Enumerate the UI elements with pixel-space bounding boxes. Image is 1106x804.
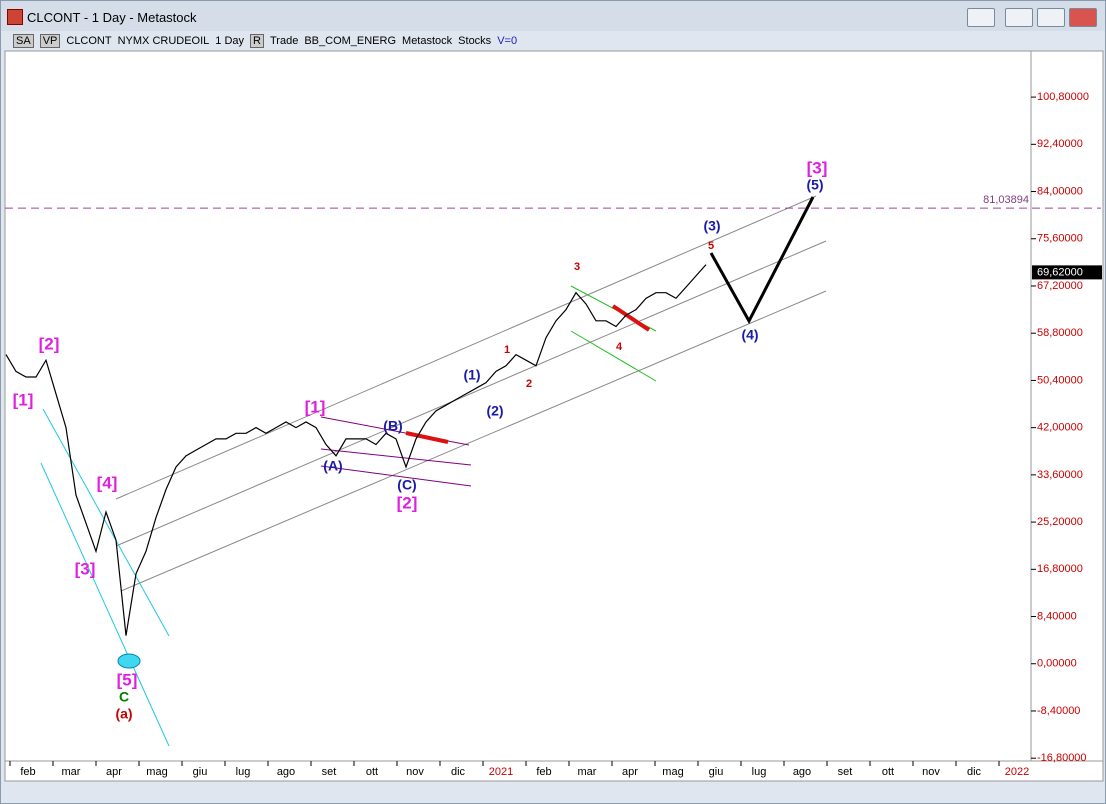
- y-tick-label: 25,20000: [1037, 516, 1083, 528]
- wave-label: 5: [708, 240, 714, 252]
- x-tick-label: set: [838, 766, 853, 778]
- toolbar: SA VP CLCONT NYMX CRUDEOIL 1 Day R Trade BB_COM…: [13, 33, 517, 49]
- price-line: [5, 264, 707, 636]
- x-tick-label: apr: [622, 766, 638, 778]
- toolbar-item[interactable]: 1 Day: [215, 35, 245, 47]
- x-tick-label: feb: [20, 766, 35, 778]
- wave-label: 3: [574, 261, 580, 273]
- x-tick-label: ott: [366, 766, 378, 778]
- wave-label: [3]: [75, 559, 96, 578]
- y-tick-label: 50,40000: [1037, 374, 1083, 386]
- x-tick-label: feb: [536, 766, 551, 778]
- wave-label: [3]: [807, 158, 828, 177]
- x-tick-label: mag: [146, 766, 167, 778]
- wave-label: [2]: [39, 334, 60, 353]
- toolbar-item[interactable]: Metastock: [402, 35, 453, 47]
- wave-label: (A): [323, 458, 342, 474]
- plot-area: [4, 50, 1032, 762]
- toolbar-item[interactable]: VP: [39, 34, 61, 48]
- x-tick-label: ago: [793, 766, 811, 778]
- y-tick-label: -16,80000: [1037, 752, 1087, 764]
- last-price-box: [1032, 265, 1102, 280]
- wave-label: (5): [806, 177, 823, 193]
- toolbar-item[interactable]: R: [250, 34, 264, 48]
- x-tick-label: mar: [578, 766, 597, 778]
- wave-label: [1]: [305, 397, 326, 416]
- x-tick-label: dic: [967, 766, 982, 778]
- wave-label: [4]: [97, 473, 118, 492]
- y-axis-area: [1030, 50, 1104, 762]
- x-tick-label: 2022: [1005, 766, 1029, 778]
- y-tick-label: 84,00000: [1037, 185, 1083, 197]
- wave-label: (B): [383, 418, 402, 434]
- wave-label: 1: [504, 344, 510, 356]
- x-tick-label: ago: [277, 766, 295, 778]
- close-button[interactable]: [1069, 8, 1097, 27]
- x-tick-label: apr: [106, 766, 122, 778]
- x-tick-label: dic: [451, 766, 466, 778]
- x-tick-label: giu: [709, 766, 724, 778]
- x-tick-label: nov: [406, 766, 424, 778]
- y-tick-label: 75,60000: [1037, 233, 1083, 245]
- wave-label: (a): [115, 706, 132, 722]
- trend-lines: [40, 195, 827, 747]
- y-tick-label: 100,80000: [1037, 91, 1089, 103]
- options-button[interactable]: [967, 8, 995, 27]
- x-tick-label: mar: [62, 766, 81, 778]
- y-tick-label: 92,40000: [1037, 138, 1083, 150]
- app-icon: [7, 9, 23, 25]
- x-tick-label: set: [322, 766, 337, 778]
- x-tick-label: ott: [882, 766, 894, 778]
- toolbar-item[interactable]: Trade: [270, 35, 299, 47]
- wave-label: (1): [463, 367, 480, 383]
- wave-label: [5]: [117, 670, 138, 689]
- y-tick-label: -8,40000: [1037, 705, 1080, 717]
- wave-label: (C): [397, 477, 416, 493]
- wave-label: [1]: [13, 390, 34, 409]
- level-label: 81,03894: [983, 194, 1029, 206]
- x-tick-label: giu: [193, 766, 208, 778]
- y-tick-label: 16,80000: [1037, 563, 1083, 575]
- y-tick-label: 33,60000: [1037, 469, 1083, 481]
- toolbar-item[interactable]: NYMX CRUDEOIL: [117, 35, 210, 47]
- y-tick-label: 42,00000: [1037, 422, 1083, 434]
- window-title: CLCONT - 1 Day - Metastock: [27, 10, 197, 25]
- toolbar-item[interactable]: Stocks: [458, 35, 492, 47]
- wave-label: (3): [703, 218, 720, 234]
- wave-label: 4: [616, 341, 623, 353]
- x-axis-area: [4, 760, 1104, 782]
- y-tick-label: 58,80000: [1037, 327, 1083, 339]
- chart: 100,80000 92,40000 84,00000 75,60000 67,2000…: [4, 50, 1104, 782]
- wave-label: (4): [741, 327, 758, 343]
- x-tick-label: lug: [752, 766, 767, 778]
- x-tick-label: lug: [236, 766, 251, 778]
- y-tick-label: 67,20000: [1037, 280, 1083, 292]
- wave-label: (2): [486, 403, 503, 419]
- wave-label: 2: [526, 378, 532, 390]
- toolbar-item[interactable]: V=0: [497, 35, 518, 47]
- wave-label: C: [119, 689, 129, 705]
- minimize-button[interactable]: [1005, 8, 1033, 27]
- last-price-label: 69,62000: [1037, 266, 1083, 278]
- x-tick-label: nov: [922, 766, 940, 778]
- maximize-button[interactable]: [1037, 8, 1065, 27]
- title-bar: CLCONT - 1 Day - Metastock: [1, 1, 1105, 31]
- wave-label: [2]: [397, 493, 418, 512]
- x-tick-label: 2021: [489, 766, 513, 778]
- toolbar-item[interactable]: SA: [13, 34, 34, 48]
- toolbar-item[interactable]: CLCONT: [66, 35, 112, 47]
- y-tick-label: 0,00000: [1037, 658, 1077, 670]
- toolbar-item[interactable]: BB_COM_ENERG: [304, 35, 397, 47]
- y-tick-label: 8,40000: [1037, 610, 1077, 622]
- x-tick-label: mag: [662, 766, 683, 778]
